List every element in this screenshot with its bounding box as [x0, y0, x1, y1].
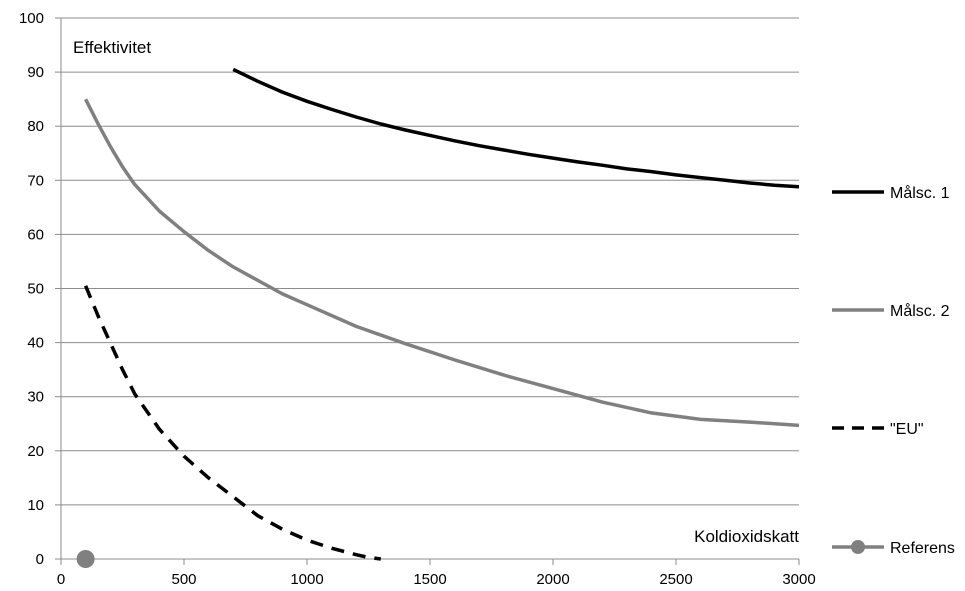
- series-2-line: [84, 98, 800, 428]
- legend-label-4: Referens: [890, 540, 955, 557]
- y-tick-label: 10: [27, 497, 44, 514]
- y-tick-label: 0: [36, 551, 44, 568]
- x-tick-label: 2500: [659, 571, 692, 588]
- legend-marker-4: [851, 540, 865, 554]
- y-tick-label: 60: [27, 226, 44, 243]
- x-tick-label: 3000: [782, 571, 815, 588]
- y-tick-label: 20: [27, 443, 44, 460]
- y-tick-label: 90: [27, 64, 44, 81]
- x-tick-label: 0: [57, 571, 65, 588]
- x-tick-label: 1500: [413, 571, 446, 588]
- y-tick-label: 70: [27, 172, 44, 189]
- y-tick-label: 100: [19, 10, 44, 27]
- x-tick-label: 500: [171, 571, 196, 588]
- legend-label-1: Målsc. 1: [890, 184, 950, 202]
- x-axis-title: Koldioxidskatt: [694, 527, 799, 546]
- series-1-line: [232, 67, 800, 189]
- legend-label-2: Målsc. 2: [890, 302, 950, 320]
- y-tick-label: 50: [27, 281, 44, 298]
- gridlines: [61, 17, 799, 506]
- y-axis-title: Effektivitet: [73, 38, 151, 57]
- y-tick-label: 30: [27, 389, 44, 406]
- x-tick-label: 2000: [536, 571, 569, 588]
- y-tick-label: 40: [27, 335, 44, 352]
- legend-label-3: "EU": [890, 421, 924, 438]
- legend: Målsc. 1 Målsc. 2 "EU" Referens: [832, 184, 955, 557]
- axes: [55, 17, 800, 565]
- series-4-point: [76, 550, 95, 568]
- y-tick-label: 80: [27, 118, 44, 135]
- series-lines: [76, 67, 800, 568]
- x-tick-label: 1000: [290, 571, 323, 588]
- series-3-line: [83, 285, 382, 561]
